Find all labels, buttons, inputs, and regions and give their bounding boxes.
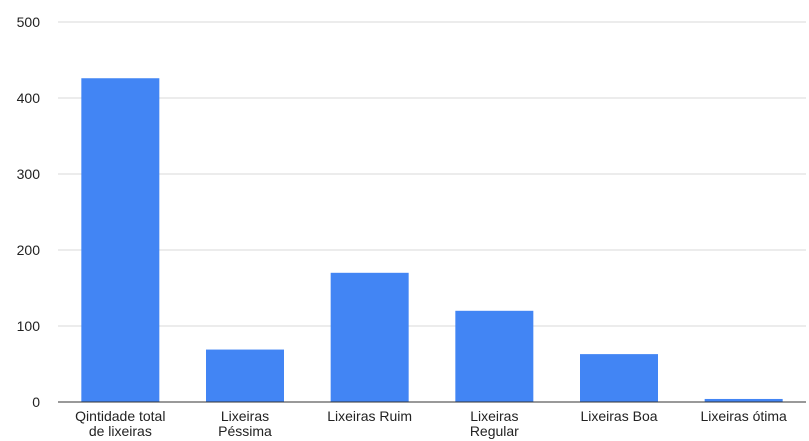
x-category-label: Qintidade total de lixeiras [75, 408, 165, 439]
y-tick-label: 300 [17, 166, 41, 182]
x-category-label-line: Péssima [218, 423, 272, 439]
x-category-label: Lixeiras Péssima [218, 408, 272, 439]
y-tick-label: 100 [17, 318, 41, 334]
x-category-label: Lixeiras ótima [700, 408, 787, 424]
y-axis-tick-labels: 0 100 200 300 400 500 [17, 14, 41, 410]
bar [81, 78, 160, 403]
x-category-label-line: Lixeiras [221, 408, 269, 424]
x-category-label-line: Lixeiras Ruim [327, 408, 412, 424]
bar [704, 398, 783, 402]
x-category-label-line: Lixeiras ótima [700, 408, 787, 424]
x-category-label: Lixeiras Regular [470, 408, 519, 439]
x-category-label-line: Regular [470, 423, 519, 439]
bar [455, 310, 534, 402]
y-tick-label: 0 [32, 394, 40, 410]
x-category-label: Lixeiras Ruim [327, 408, 412, 424]
y-tick-label: 500 [17, 14, 41, 30]
y-tick-label: 400 [17, 90, 41, 106]
gridlines [58, 21, 806, 327]
x-category-label-line: Lixeiras Boa [580, 408, 657, 424]
bar [206, 349, 284, 402]
x-category-label-line: Qintidade total [75, 408, 165, 424]
bars [81, 78, 783, 403]
x-category-label-line: de lixeiras [89, 423, 152, 439]
bar [330, 272, 409, 402]
bar [580, 354, 658, 402]
y-tick-label: 200 [17, 242, 41, 258]
x-category-label: Lixeiras Boa [580, 408, 657, 424]
x-category-label-line: Lixeiras [470, 408, 518, 424]
